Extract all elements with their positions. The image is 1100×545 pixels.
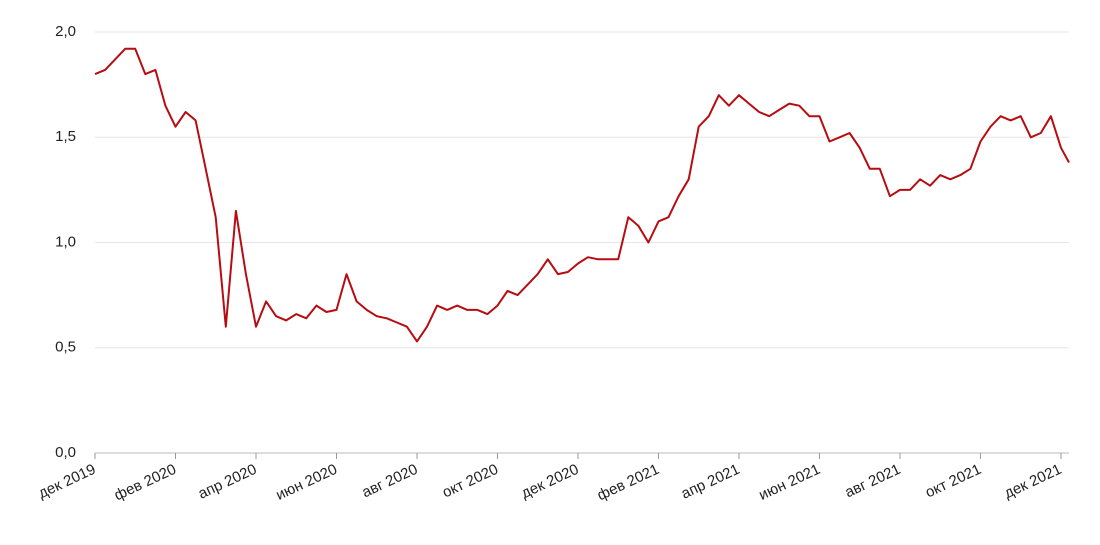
- x-tick-label: дек 2021: [1002, 461, 1065, 502]
- x-tick-label: окт 2020: [440, 461, 501, 502]
- x-tick-label: дек 2020: [519, 461, 582, 502]
- y-tick-label: 0,5: [55, 339, 76, 356]
- x-tick-label: фев 2020: [112, 461, 179, 504]
- x-tick-label: апр 2021: [679, 461, 743, 503]
- x-tick-label: фев 2021: [595, 461, 662, 504]
- y-tick-label: 1,5: [55, 128, 76, 145]
- y-tick-label: 2,0: [55, 23, 76, 40]
- y-tick-label: 1,0: [55, 233, 76, 250]
- x-tick-label: апр 2020: [196, 461, 260, 503]
- x-tick-label: авг 2021: [842, 461, 903, 501]
- line: [94, 47, 1070, 343]
- x-tick-label: окт 2021: [923, 461, 984, 502]
- x-tick-label: дек 2019: [36, 461, 99, 502]
- x-tick-label: июн 2020: [273, 461, 340, 504]
- y-tick-label: 0,0: [55, 444, 76, 461]
- x-tick-label: июн 2021: [756, 461, 823, 504]
- x-tick-label: авг 2020: [359, 461, 420, 501]
